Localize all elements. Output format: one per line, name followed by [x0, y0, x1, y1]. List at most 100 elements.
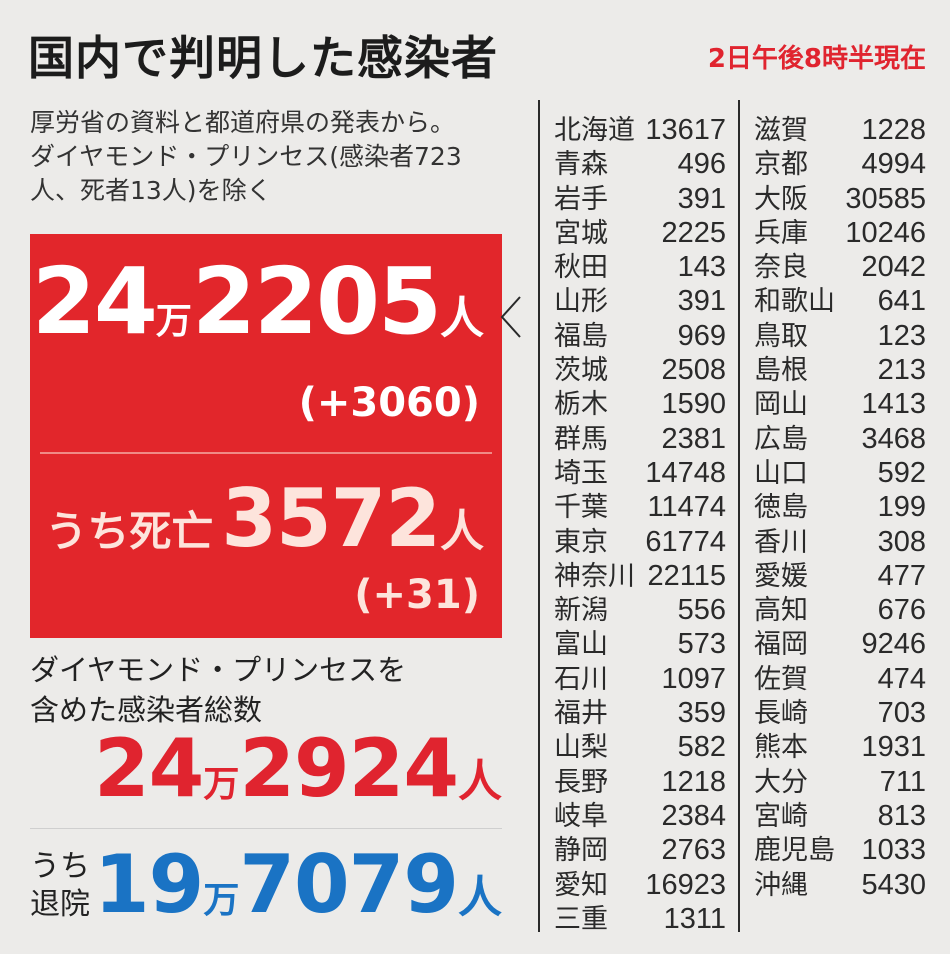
prefecture-row: 愛知 16923 — [554, 863, 726, 901]
prefecture-count: 969 — [677, 319, 726, 352]
prefecture-count: 2508 — [661, 354, 726, 387]
prefecture-row: 愛媛 477 — [754, 554, 926, 592]
including-ship-label-line: ダイヤモンド・プリンセスを — [30, 653, 407, 687]
prefecture-count: 711 — [879, 765, 926, 798]
source-note-line: 厚労省の資料と都道府県の発表から。 — [30, 108, 456, 137]
prefecture-name: 滋賀 — [754, 115, 808, 146]
prefecture-row: 神奈川 22115 — [554, 554, 726, 592]
source-note: 厚労省の資料と都道府県の発表から。 ダイヤモンド・プリンセス(感染者723 人、… — [30, 106, 530, 208]
prefecture-count: 556 — [677, 594, 726, 627]
source-note-line: ダイヤモンド・プリンセス(感染者723 — [30, 142, 462, 171]
domestic-total-rest: 2205 — [191, 248, 442, 355]
prefecture-count: 308 — [877, 525, 926, 558]
including-ship-total: 24万2924人 — [94, 722, 502, 815]
prefecture-name: 鳥取 — [754, 320, 808, 352]
prefecture-row: 高知 676 — [754, 588, 926, 626]
prefecture-count: 1590 — [661, 388, 726, 421]
prefecture-row: 徳島 199 — [754, 485, 926, 523]
table-left-border — [538, 100, 540, 932]
prefecture-row: 宮崎 813 — [754, 794, 926, 832]
prefecture-name: 大分 — [754, 766, 808, 798]
prefecture-name: 石川 — [554, 663, 608, 695]
deaths-value: 3572 — [221, 472, 441, 565]
section-divider — [30, 828, 502, 829]
prefecture-row: 沖縄 5430 — [754, 863, 926, 901]
prefecture-row: 岡山 1413 — [754, 382, 926, 420]
prefecture-name: 福島 — [554, 320, 608, 352]
unit-people: 人 — [440, 293, 484, 344]
prefecture-row: 福井 359 — [554, 691, 726, 729]
prefecture-row: 滋賀 1228 — [754, 108, 926, 146]
deaths-label: うち死亡 — [45, 507, 214, 556]
prefecture-name: 秋田 — [554, 252, 608, 284]
prefecture-count: 123 — [877, 319, 926, 352]
prefecture-row: 長野 1218 — [554, 760, 726, 798]
including-ship-label: ダイヤモンド・プリンセスを 含めた感染者総数 — [30, 650, 500, 730]
prefecture-list-right: 滋賀 1228 京都 4994 大阪 30585 兵庫 10246 奈良 2042 和歌山 641 鳥取… — [754, 108, 926, 901]
prefecture-name: 福岡 — [754, 629, 808, 661]
domestic-summary-panel: 24万2205人 (+3060) うち死亡 3572人 (+31) — [30, 234, 502, 638]
prefecture-count: 2381 — [661, 422, 726, 455]
prefecture-name: 大阪 — [754, 183, 808, 215]
prefecture-count: 359 — [677, 697, 726, 730]
prefecture-row: 京都 4994 — [754, 142, 926, 180]
prefecture-count: 9246 — [861, 628, 926, 661]
prefecture-count: 143 — [677, 251, 726, 284]
prefecture-row: 岐阜 2384 — [554, 794, 726, 832]
prefecture-count: 496 — [677, 148, 726, 181]
prefecture-name: 三重 — [554, 903, 608, 935]
including-ship-total-man: 24 — [94, 722, 204, 815]
prefecture-row: 鳥取 123 — [754, 314, 926, 352]
prefecture-name: 島根 — [754, 355, 808, 387]
prefecture-count: 213 — [877, 354, 926, 387]
unit-man: 万 — [155, 301, 192, 342]
prefecture-row: 三重 1311 — [554, 897, 726, 935]
prefecture-count: 474 — [877, 662, 926, 695]
prefecture-row: 群馬 2381 — [554, 417, 726, 455]
prefecture-name: 徳島 — [754, 492, 808, 524]
prefecture-name: 山形 — [554, 286, 608, 318]
prefecture-count: 11474 — [647, 491, 727, 524]
prefecture-name: 兵庫 — [754, 217, 808, 249]
prefecture-row: 福島 969 — [554, 314, 726, 352]
prefecture-name: 岐阜 — [554, 800, 608, 832]
prefecture-count: 573 — [677, 628, 726, 661]
prefecture-name: 静岡 — [554, 835, 608, 867]
prefecture-name: 長野 — [554, 766, 608, 798]
prefecture-row: 埼玉 14748 — [554, 451, 726, 489]
prefecture-name: 埼玉 — [554, 457, 608, 489]
discharged-total: 19万7079人 — [94, 838, 502, 931]
deaths-total: うち死亡 3572人 — [45, 472, 484, 565]
pointer-arrow-icon — [500, 296, 521, 338]
including-ship-label-line: 含めた感染者総数 — [30, 693, 263, 727]
prefecture-row: 宮城 2225 — [554, 211, 726, 249]
prefecture-count: 3468 — [861, 422, 926, 455]
prefecture-row: 兵庫 10246 — [754, 211, 926, 249]
prefecture-row: 山梨 582 — [554, 725, 726, 763]
table-center-border — [738, 100, 740, 932]
prefecture-row: 栃木 1590 — [554, 382, 726, 420]
prefecture-row: 東京 61774 — [554, 520, 726, 558]
prefecture-name: 香川 — [754, 526, 808, 558]
panel-divider — [40, 452, 492, 454]
unit-man: 万 — [203, 764, 240, 805]
prefecture-count: 1218 — [661, 765, 726, 798]
prefecture-name: 和歌山 — [754, 286, 835, 318]
prefecture-row: 新潟 556 — [554, 588, 726, 626]
prefecture-name: 青森 — [554, 149, 608, 181]
prefecture-name: 新潟 — [554, 595, 608, 627]
unit-people: 人 — [458, 756, 502, 807]
prefecture-name: 栃木 — [554, 389, 608, 421]
prefecture-name: 愛知 — [554, 869, 608, 901]
prefecture-count: 1413 — [861, 388, 926, 421]
prefecture-name: 富山 — [554, 629, 608, 661]
prefecture-name: 宮城 — [554, 217, 608, 249]
prefecture-count: 2763 — [661, 834, 726, 867]
prefecture-name: 鹿児島 — [754, 835, 835, 867]
prefecture-row: 島根 213 — [754, 348, 926, 386]
prefecture-row: 秋田 143 — [554, 245, 726, 283]
including-ship-total-rest: 2924 — [239, 722, 459, 815]
unit-people: 人 — [440, 506, 484, 557]
prefecture-name: 京都 — [754, 149, 808, 181]
prefecture-row: 静岡 2763 — [554, 828, 726, 866]
